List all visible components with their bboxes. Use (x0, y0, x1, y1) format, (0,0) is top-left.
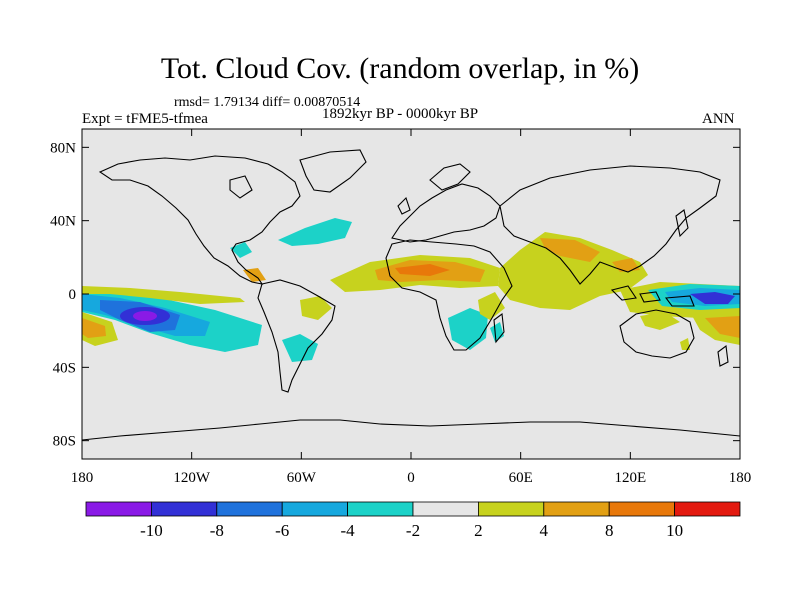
season-label: ANN (702, 111, 735, 127)
colorbar: -10 -8 -6 -4 -2 2 4 8 10 (85, 501, 741, 540)
colorbar-box (477, 501, 545, 517)
x-tick-label: 0 (407, 470, 415, 486)
coast-greenland (299, 149, 367, 193)
x-tick-label: 60W (287, 470, 317, 486)
colorbar-label: -8 (210, 521, 224, 540)
colorbar-label: 2 (474, 521, 483, 540)
colorbar-box (412, 501, 479, 517)
sw-pacific-anomaly-orange (705, 316, 740, 338)
coast-south-america (257, 279, 336, 393)
coast-north-america (98, 155, 301, 285)
x-tick-label: 120E (614, 470, 646, 486)
coast-africa (385, 239, 513, 351)
colorbar-label: 8 (605, 521, 614, 540)
colorbar-label: -2 (406, 521, 420, 540)
stats-text: rmsd= 1.79134 diff= 0.00870514 (174, 95, 361, 110)
coast-indonesia-2 (639, 291, 661, 303)
west-pacific-anomaly-blue (690, 292, 735, 304)
indian-ocean-anomaly-yellow (498, 232, 648, 310)
colorbar-box (216, 501, 283, 517)
map-title: Tot. Cloud Cov. (random overlap, in %) (160, 52, 640, 85)
nz-anomaly-yellow (680, 338, 690, 350)
coast-new-guinea (664, 295, 695, 307)
coastlines (82, 149, 740, 441)
gulf-anomaly-cyan (230, 242, 252, 258)
colorbar-label: -6 (275, 521, 289, 540)
colorbar-box (150, 501, 218, 517)
x-axis: 180 120W 60W 0 60E 120E 180 (71, 129, 752, 486)
coast-britain (397, 196, 411, 215)
mozambique-anomaly-yellow (478, 292, 505, 320)
se-pacific-anomaly-orange (82, 318, 106, 338)
x-tick-label: 180 (71, 470, 94, 486)
colorbar-box (347, 501, 414, 517)
x-tick-label: 60E (509, 470, 533, 486)
y-tick-label: 40S (53, 360, 76, 376)
colorbar-box (674, 501, 741, 517)
south-america-anomaly-cyan (282, 334, 318, 362)
experiment-label: Expt = tFME5-tfmea (82, 111, 208, 127)
coast-new-zealand (717, 344, 729, 367)
coast-japan (675, 209, 689, 238)
pacific-anomaly-yellow (82, 286, 245, 304)
colorbar-label: -10 (140, 521, 163, 540)
amazon-anomaly-yellow (300, 296, 332, 320)
y-tick-label: 0 (69, 287, 77, 303)
pacific-anomaly-core (133, 311, 157, 321)
coast-asia (499, 165, 721, 285)
colorbar-box (543, 501, 610, 517)
colorbar-box (85, 501, 152, 517)
anomaly-fields (82, 218, 740, 362)
coast-hudson-bay (229, 175, 253, 199)
colorbar-box (608, 501, 676, 517)
coast-antarctica (82, 419, 740, 441)
colorbar-label: -4 (341, 521, 356, 540)
sahel-anomaly-darkorange (395, 264, 450, 276)
coast-indonesia-1 (610, 285, 637, 301)
y-axis: 80N 40N 0 40S 80S (50, 140, 740, 450)
coast-europe (391, 183, 501, 243)
x-tick-label: 180 (729, 470, 752, 486)
coast-madagascar (493, 312, 505, 344)
y-tick-label: 40N (50, 214, 76, 230)
colorbar-label: 10 (666, 521, 683, 540)
colorbar-box (281, 501, 349, 517)
colorbar-label: 4 (540, 521, 549, 540)
atlantic-anomaly-cyan (278, 218, 352, 246)
arabia-anomaly-orange (540, 238, 600, 262)
coast-scandinavia (429, 163, 471, 191)
australia-anomaly-yellow (640, 312, 680, 330)
period-label: 1892kyr BP - 0000kyr BP (322, 106, 479, 122)
y-tick-label: 80S (53, 434, 76, 450)
x-tick-label: 120W (173, 470, 211, 486)
coast-australia (619, 309, 695, 359)
y-tick-label: 80N (50, 140, 76, 156)
